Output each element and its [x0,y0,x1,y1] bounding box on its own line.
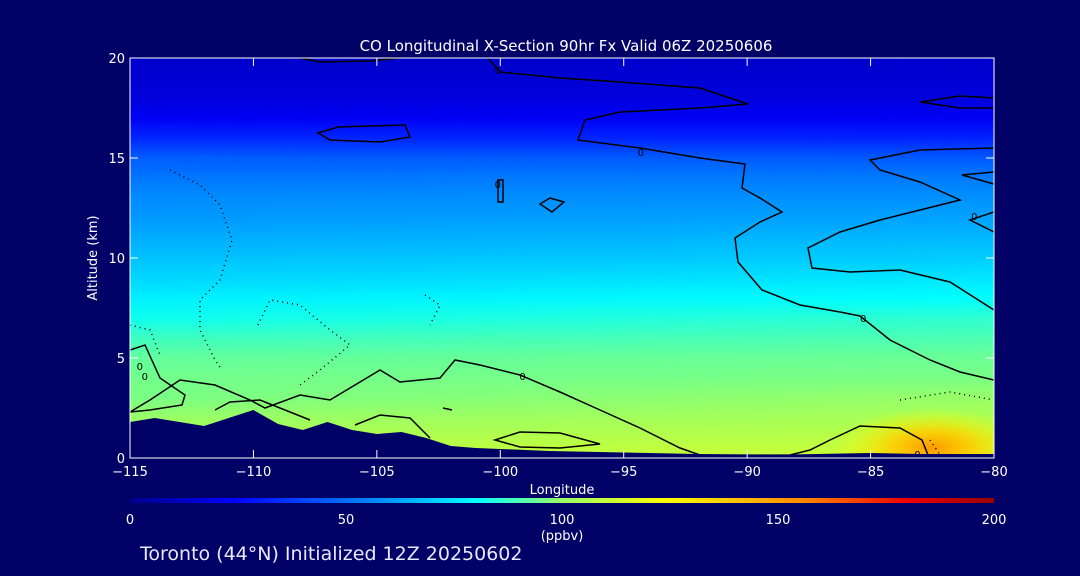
contour-east-small [968,211,994,233]
x-tick-label: −95 [610,465,637,480]
plot-area: 000000000 [130,58,994,458]
dotted-contour-low-west [130,324,161,356]
contour-lines [130,58,994,456]
x-tick-label: −105 [359,465,395,480]
contour-upper-east [919,95,994,109]
contour-upper-west [316,124,412,143]
contour-lower-mid [354,414,431,439]
colorbar-tick-label: 100 [550,513,575,528]
chart-title: CO Longitudinal X-Section 90hr Fx Valid … [360,37,773,55]
colorbar-ticks: 0 50 100 150 200 [126,513,1007,528]
y-tick-label: 15 [108,152,125,167]
contour-upper-top [299,58,401,63]
contour-lower-west [130,344,186,413]
colorbar-tick-label: 200 [982,513,1007,528]
surface-co-maximum [833,408,994,458]
contour-lower-main [130,359,701,456]
colorbar-units: (ppbv) [541,529,584,544]
contour-label: 0 [519,372,525,383]
x-tick-label: −100 [482,465,518,480]
colorbar-tick-label: 0 [126,513,134,528]
y-axis-label: Altitude (km) [86,215,101,300]
y-tick-label: 20 [108,52,125,67]
negative-contour-lines [130,169,994,456]
dotted-contour-west [169,169,233,371]
contour-upper-mid [487,58,994,381]
contour-label: 0 [860,314,866,325]
x-tick-label: −110 [236,465,272,480]
contour-label: 0 [495,66,501,77]
x-axis: −115 −110 −105 −100 −95 −90 −85 −80 [112,58,1008,480]
terrain-mask [130,410,994,458]
footer-caption: Toronto (44°N) Initialized 12Z 20250602 [140,543,523,565]
contour-small-loop [538,197,566,213]
y-tick-label: 10 [108,252,125,267]
x-tick-label: −115 [112,465,148,480]
field-east-layer [130,58,994,458]
y-tick-label: 5 [117,352,125,367]
y-axis: 0 5 10 15 20 [108,52,994,467]
contour-narrow-loop [497,179,504,203]
contour-small-tick [442,407,453,411]
x-tick-label: −80 [980,465,1007,480]
contour-label: 0 [495,180,501,191]
contour-lower-ridge [214,399,311,421]
contour-label: 0 [137,362,143,373]
contour-label: 0 [971,212,977,223]
contour-lower-loop [492,431,601,449]
contour-east-mid [807,147,994,311]
contour-east-right [961,171,994,185]
colorbar-tick-label: 150 [766,513,791,528]
colorbar [130,498,994,503]
x-tick-label: −85 [857,465,884,480]
contour-surface-east [789,425,929,456]
y-tick-label: 0 [117,452,125,467]
contour-label: 0 [142,372,148,383]
x-tick-label: −90 [733,465,760,480]
contour-label: 0 [638,148,644,159]
x-axis-label: Longitude [530,483,595,498]
dotted-contour-east [899,391,994,456]
colorbar-tick-label: 50 [338,513,355,528]
